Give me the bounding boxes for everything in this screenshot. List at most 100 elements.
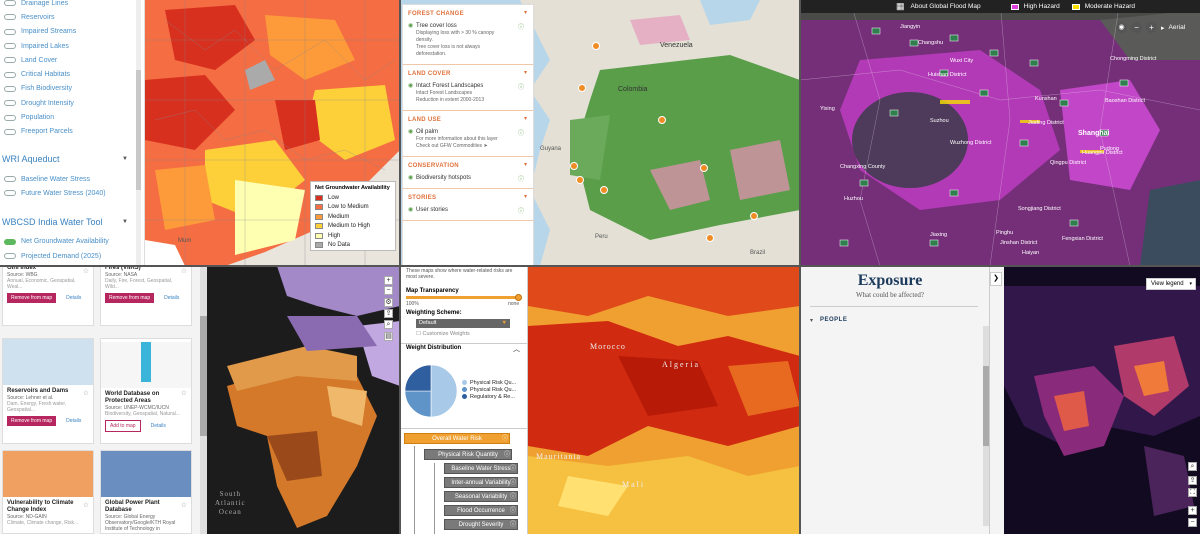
toggle-switch[interactable] [4,57,16,64]
info-icon[interactable]: ⓘ [509,522,516,528]
dataset-card[interactable]: Gini Index ☆ Source: WBG Annual, Economic, … [2,266,94,326]
indicator-node[interactable]: Baseline Water Stress ⓘ [444,463,518,474]
dataset-thumbnail[interactable] [101,342,191,388]
africa-map[interactable] [207,266,400,534]
layer-row[interactable]: ◉ Biodiversity hotspots ⓘ [408,172,528,185]
zoom-in-icon[interactable]: + [1188,506,1197,515]
toggle-switch[interactable] [4,0,16,7]
dataset-thumbnail[interactable] [3,339,93,385]
dataset-title[interactable]: Reservoirs and Dams [7,388,69,394]
transparency-slider[interactable] [406,294,522,301]
layer-item[interactable]: Reservoirs [0,10,134,24]
sidebar-scrollbar[interactable] [136,0,141,266]
toggle-switch[interactable] [4,28,16,35]
dataset-title[interactable]: World Database on Protected Areas [105,391,160,404]
section-title[interactable]: CONSERVATION [408,163,459,169]
toggle-switch[interactable] [4,176,16,183]
view-legend-button[interactable]: View legend ▾ [1146,278,1196,290]
toggle-switch[interactable] [4,253,16,260]
shanghai-flood-map[interactable] [800,0,1200,266]
toggle-switch[interactable] [4,43,16,50]
dataset-title[interactable]: Fires (VIIRS) [105,266,141,271]
dataset-card[interactable]: Fires (VIIRS) ☆ Source: NASA Daily, Fire, F… [100,266,192,326]
story-marker-icon[interactable] [750,212,758,220]
zoom-in-icon[interactable]: + [384,276,393,285]
dataset-thumbnail[interactable] [3,451,93,497]
asia-population-map[interactable] [1004,266,1200,534]
layer-item[interactable]: Impaired Lakes [0,39,134,53]
locate-icon[interactable]: ◉ [1116,22,1127,33]
info-icon[interactable]: ⓘ [501,436,508,442]
layer-item[interactable]: Drought Intensity [0,96,134,110]
story-marker-icon[interactable] [700,164,708,172]
chevron-down-icon[interactable]: ▾ [523,194,527,200]
dataset-thumbnail[interactable] [101,451,191,497]
layer-future-water-stress[interactable]: Future Water Stress (2040) [0,186,134,200]
story-marker-icon[interactable] [600,186,608,194]
eye-icon[interactable]: ◉ [408,83,414,89]
chevron-down-icon[interactable]: ▼ [122,218,128,225]
share-icon[interactable]: ⇪ [384,309,393,318]
section-title[interactable]: LAND USE [408,117,442,123]
details-link[interactable]: Details [66,418,82,424]
star-icon[interactable]: ☆ [180,390,187,397]
layer-row[interactable]: ◉ Oil palm ⓘ For more information about thi… [408,126,528,153]
indicator-node[interactable]: Drought Severity ⓘ [444,519,518,530]
remove-from-map-button[interactable]: Remove from map [7,293,57,303]
dataset-card[interactable]: Vulnerability to Climate Change Index ☆ So… [2,450,94,534]
slider-handle[interactable] [515,294,522,301]
toggle-switch[interactable] [4,190,16,197]
indicator-node[interactable]: Seasonal Variability ⓘ [444,491,518,502]
layer-net-groundwater[interactable]: Net Groundwater Availability [0,235,134,249]
weight-dist-header[interactable]: Weight Distribution ︿ [400,343,528,353]
info-icon[interactable]: ⓘ [509,480,516,486]
info-icon[interactable]: ⓘ [517,25,524,31]
layer-baseline-water-stress[interactable]: Baseline Water Stress [0,172,134,186]
indicator-node[interactable]: Flood Occurrence ⓘ [444,505,518,516]
zoom-out-icon[interactable]: − [1188,518,1197,527]
fullscreen-icon[interactable]: ⛶ [1188,488,1197,497]
layer-row[interactable]: ◉ Tree cover loss ⓘ Displaying loss with > … [408,20,528,61]
chevron-down-icon[interactable]: ▼ [122,156,128,162]
dataset-card[interactable]: Global Power Plant Database ☆ Source: Glob… [100,450,192,534]
section-title[interactable]: STORIES [408,195,437,201]
eye-icon[interactable]: ◉ [408,129,414,135]
toggle-switch[interactable] [4,100,16,107]
details-link[interactable]: Details [150,423,166,429]
chevron-up-icon[interactable]: ︿ [513,346,520,353]
section-title[interactable]: LAND COVER [408,71,451,77]
toggle-switch[interactable] [4,14,16,21]
toggle-switch[interactable] [4,114,16,121]
chevron-down-icon[interactable]: ▾ [810,318,814,324]
dataset-title[interactable]: Vulnerability to Climate Change Index [7,500,74,513]
dataset-title[interactable]: Global Power Plant Database [105,500,160,513]
toggle-switch[interactable] [4,85,16,92]
story-marker-icon[interactable] [576,176,584,184]
indicator-node[interactable]: Physical Risk Quantity ⓘ [424,449,512,460]
eye-icon[interactable]: ◉ [408,175,414,181]
layer-item[interactable]: Population [0,110,134,124]
group-wri-aqueduct[interactable]: WRI Aqueduct ▼ [0,150,134,168]
info-icon[interactable]: ⓘ [509,508,516,514]
info-icon[interactable]: ⓘ [509,494,516,500]
sidebar-scrollbar[interactable] [983,326,989,526]
toggle-switch[interactable] [4,71,16,78]
toggle-switch[interactable] [4,238,16,245]
story-marker-icon[interactable] [570,162,578,170]
customize-weights[interactable]: ☐ Customize Weights [416,331,470,337]
chevron-down-icon[interactable]: ▾ [523,116,527,122]
share-icon[interactable]: ⇪ [1188,476,1197,485]
info-icon[interactable]: ⓘ [517,85,524,91]
eye-icon[interactable]: ◉ [408,23,414,29]
layer-item[interactable]: Drainage Lines [0,0,134,10]
section-people[interactable]: PEOPLE [820,317,848,323]
layer-item[interactable]: Land Cover [0,53,134,67]
chevron-down-icon[interactable]: ▾ [523,10,527,16]
gear-icon[interactable]: ⚙ [384,298,393,307]
info-icon[interactable]: ⓘ [503,452,510,458]
layer-row[interactable]: ◉ User stories ⓘ [408,204,528,217]
star-icon[interactable]: ☆ [82,502,89,509]
zoom-out-icon[interactable]: − [384,286,393,295]
layer-item[interactable]: Fish Biodiversity [0,82,134,96]
eye-icon[interactable]: ◉ [408,207,414,213]
